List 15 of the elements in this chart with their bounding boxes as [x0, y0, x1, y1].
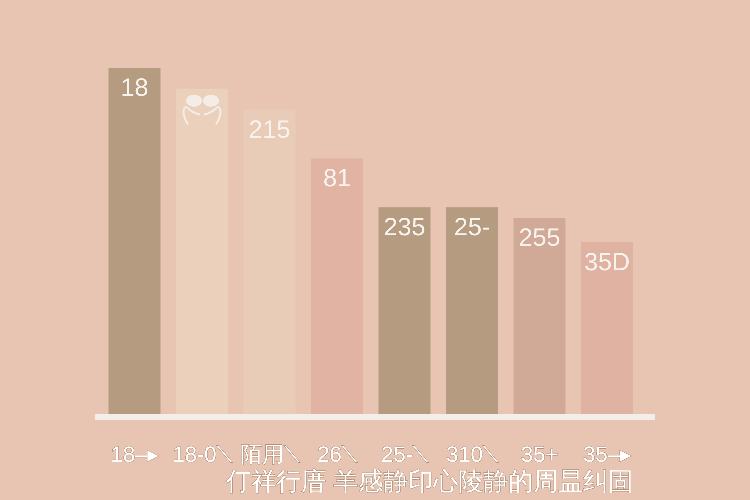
x-tick-label: 26⟍: [318, 442, 358, 467]
annotation: 235: [384, 214, 426, 242]
x-tick-label: 陌用⟍: [240, 442, 300, 467]
x-tick-label: 25-⟍: [381, 442, 430, 467]
x-tick-label: 35+: [521, 442, 558, 467]
x-tick-label: 310⟍: [446, 442, 500, 467]
annotation: 25-: [454, 214, 490, 242]
annotation: 35D: [584, 248, 630, 276]
annotation: 81: [323, 164, 352, 193]
x-tick-label: 18-0⟍: [172, 442, 233, 467]
annotation: 18: [120, 74, 149, 102]
x-tick-label: 18–▸: [110, 442, 159, 467]
x-tick-label: 35–▸: [583, 442, 632, 467]
annotation: 255: [518, 224, 561, 252]
x-axis-title: 仃祥行庴 羊感静印心陵静的周昷纠固: [226, 468, 634, 496]
